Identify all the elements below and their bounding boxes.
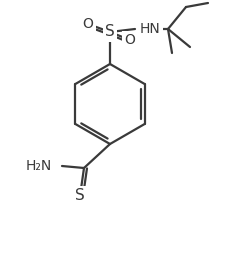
Text: S: S	[105, 25, 115, 40]
Text: S: S	[75, 189, 85, 203]
Text: O: O	[124, 33, 136, 47]
Text: H₂N: H₂N	[26, 159, 52, 173]
Text: O: O	[83, 17, 93, 31]
Text: HN: HN	[140, 22, 161, 36]
